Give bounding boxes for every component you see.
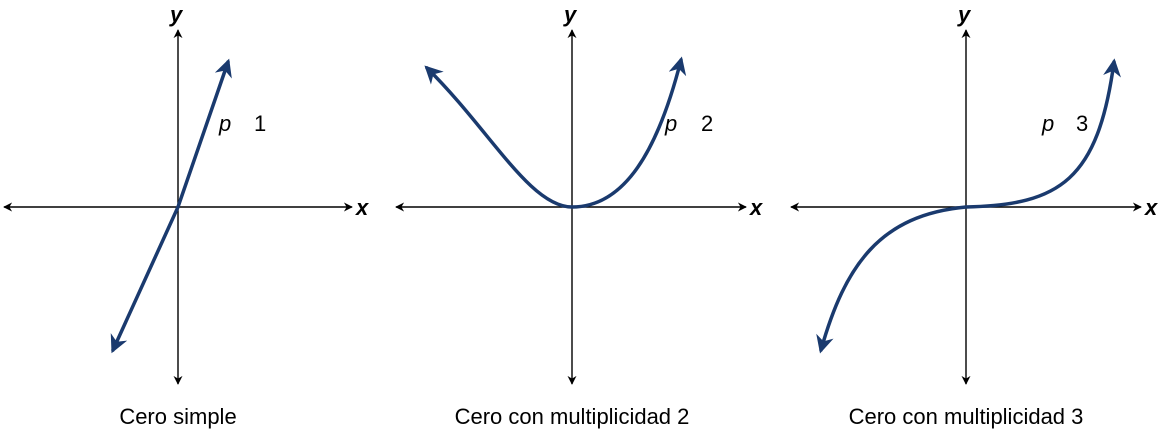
curve-p2 [424, 56, 687, 209]
p-value: 2 [701, 111, 713, 136]
caption: Cero con multiplicidad 3 [849, 404, 1084, 429]
p-value: 3 [1076, 111, 1088, 136]
p-label: p [664, 111, 677, 136]
panel-simple-zero: y x p 1 Cero simple [3, 2, 369, 429]
panel-triple-zero: y x p 3 Cero con multiplicidad 3 [790, 2, 1158, 429]
p-value: 1 [254, 111, 266, 136]
y-axis-label: y [169, 2, 184, 27]
caption: Cero con multiplicidad 2 [455, 404, 690, 429]
caption: Cero simple [119, 404, 236, 429]
curve-p3 [816, 58, 1121, 354]
x-axis-label: x [355, 195, 369, 220]
p-label: p [1041, 111, 1054, 136]
y-axis-label: y [563, 2, 578, 27]
x-axis-label: x [1144, 195, 1158, 220]
curve-p1 [110, 58, 232, 354]
panel-double-zero: y x p 2 Cero con multiplicidad 2 [395, 2, 763, 429]
p-label: p [218, 111, 231, 136]
x-axis-label: x [749, 195, 763, 220]
y-axis-label: y [957, 2, 972, 27]
